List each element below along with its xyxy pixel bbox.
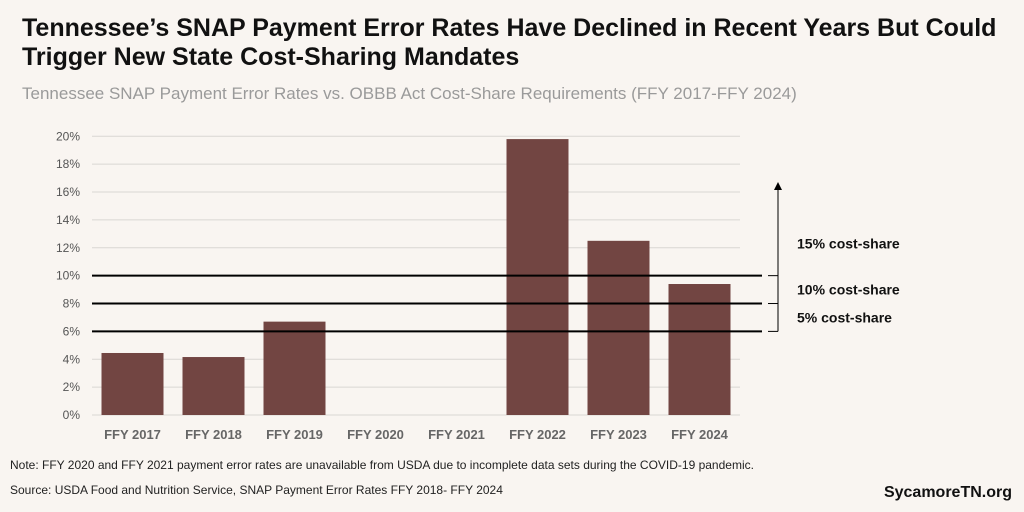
- bar: [587, 240, 650, 415]
- y-tick-label: 0%: [63, 408, 81, 422]
- x-tick-label: FFY 2017: [104, 427, 161, 442]
- y-tick-label: 14%: [56, 213, 80, 227]
- y-tick-label: 2%: [63, 380, 81, 394]
- brand-logo: SycamoreTN.org: [883, 484, 1012, 501]
- y-tick-label: 6%: [63, 324, 81, 338]
- x-tick-label: FFY 2021: [428, 427, 485, 442]
- y-tick-label: 20%: [56, 129, 80, 143]
- chart-subtitle: Tennessee SNAP Payment Error Rates vs. O…: [22, 84, 797, 103]
- chart-title: Tennessee’s SNAP Payment Error Rates Hav…: [22, 14, 997, 71]
- y-tick-label: 12%: [56, 241, 80, 255]
- x-tick-label: FFY 2020: [347, 427, 404, 442]
- bar: [263, 321, 326, 415]
- bar: [182, 357, 245, 415]
- x-tick-label: FFY 2022: [509, 427, 566, 442]
- cost-share-label: 15% cost-share: [797, 236, 900, 252]
- y-tick-label: 10%: [56, 269, 80, 283]
- cost-share-label: 5% cost-share: [797, 309, 892, 325]
- note: Note: FFY 2020 and FFY 2021 payment erro…: [10, 458, 754, 472]
- cost-share-label: 10% cost-share: [797, 282, 900, 298]
- bar: [668, 284, 731, 415]
- x-tick-label: FFY 2019: [266, 427, 323, 442]
- bar: [101, 352, 164, 415]
- source: Source: USDA Food and Nutrition Service,…: [10, 483, 503, 497]
- x-tick-label: FFY 2024: [671, 427, 729, 442]
- y-tick-label: 4%: [63, 352, 81, 366]
- x-tick-label: FFY 2023: [590, 427, 647, 442]
- bar: [506, 139, 569, 415]
- y-tick-label: 18%: [56, 157, 80, 171]
- y-tick-label: 16%: [56, 185, 80, 199]
- x-tick-label: FFY 2018: [185, 427, 242, 442]
- arrow-up-icon: [774, 182, 782, 190]
- y-tick-label: 8%: [63, 297, 81, 311]
